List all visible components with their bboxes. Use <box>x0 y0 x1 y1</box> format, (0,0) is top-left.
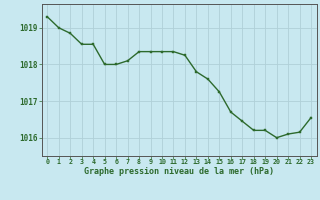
X-axis label: Graphe pression niveau de la mer (hPa): Graphe pression niveau de la mer (hPa) <box>84 167 274 176</box>
